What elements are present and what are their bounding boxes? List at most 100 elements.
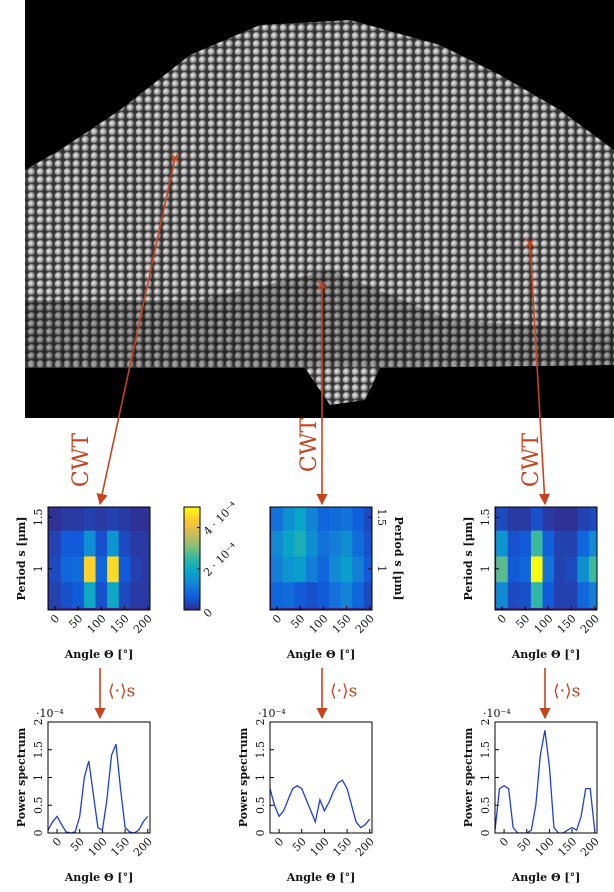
x-tick-label: 0 — [48, 612, 62, 626]
x-axis-label: Angle Θ [°] — [286, 871, 356, 884]
heatmap-cell — [507, 581, 520, 608]
heatmap-cell — [329, 581, 342, 608]
y-scale-label: ·10⁻⁴ — [36, 707, 64, 720]
heatmap-cell — [282, 555, 295, 583]
heatmap-cell — [317, 555, 330, 583]
micrograph — [25, 0, 614, 418]
heatmap-cell — [577, 581, 590, 608]
cwt-label: CWT — [297, 418, 322, 472]
x-tick-label: 150 — [555, 612, 579, 636]
heatmap-cell — [60, 507, 73, 531]
heatmap-cell — [130, 555, 143, 583]
heatmap-cells — [270, 507, 372, 610]
x-axis-label: Angle Θ [°] — [64, 871, 134, 884]
heatmap-cell — [363, 581, 372, 608]
colorbar-segment — [184, 522, 200, 526]
heatmap-cell — [271, 530, 284, 557]
heatmap-cell — [49, 530, 62, 557]
heatmap-cell — [565, 555, 578, 583]
colorbar-segment — [184, 543, 200, 547]
heatmap-cell — [352, 581, 365, 608]
cwt-label: CWT — [69, 433, 94, 487]
heatmap-cell — [60, 581, 73, 608]
heatmap-cell — [519, 581, 532, 608]
heatmap-cell — [496, 581, 509, 608]
plot-frame — [269, 721, 373, 834]
heatmap-cell — [554, 581, 567, 608]
heatmap-cell — [329, 507, 342, 531]
average-label: ⟨·⟩s — [553, 682, 580, 702]
colorbar-segment — [184, 558, 200, 562]
heatmap-cell — [107, 507, 120, 531]
heatmap-cell — [588, 581, 597, 608]
heatmap-cell — [554, 507, 567, 531]
heatmap-cell — [282, 507, 295, 531]
y-axis-label: Period s [μm] — [15, 517, 28, 601]
colorbar-segment — [184, 607, 200, 611]
colorbar-tick-label: 4 · 10⁻⁴ — [201, 499, 240, 538]
colorbar-segment — [184, 594, 200, 598]
x-tick-label: 200 — [131, 612, 155, 636]
heatmap-cell — [519, 530, 532, 557]
heatmap-cells — [48, 507, 150, 610]
heatmap-cell — [530, 555, 544, 583]
heatmap-cell — [118, 507, 131, 531]
colorbar-segment — [184, 512, 200, 516]
y-tick-label: 1 — [479, 774, 492, 781]
x-tick-label: 100 — [307, 612, 331, 636]
heatmap-cell — [496, 530, 509, 557]
heatmap-cell — [83, 530, 97, 557]
y-tick-label: 1.5 — [375, 509, 388, 527]
heatmap-cell — [588, 530, 597, 557]
average-label: ⟨·⟩s — [330, 682, 357, 702]
colorbar-segment — [184, 571, 200, 575]
colorbar-segment — [184, 597, 200, 601]
y-tick-label: 2 — [479, 719, 492, 726]
cwt-label: CWT — [519, 433, 544, 487]
y-axis-label: Period s [μm] — [462, 517, 475, 601]
heatmap-cell — [507, 507, 520, 531]
heatmap-cell — [542, 581, 555, 608]
x-tick-label: 150 — [108, 835, 132, 859]
heatmap-cell — [305, 530, 319, 557]
heatmap-cell — [542, 555, 555, 583]
x-tick-label: 50 — [290, 835, 309, 854]
heatmap-cell — [294, 581, 307, 608]
y-axis-label: Power spectrum — [462, 727, 475, 827]
heatmap-cell — [271, 507, 284, 531]
heatmap-cell — [271, 555, 284, 583]
heatmap-cell — [530, 530, 544, 557]
heatmap-cell — [130, 530, 143, 557]
y-axis-label: Period s [μm] — [392, 517, 405, 601]
markers — [94, 153, 551, 720]
x-tick-label: 150 — [555, 835, 579, 859]
heatmap-cell — [565, 581, 578, 608]
x-axis-label: Angle Θ [°] — [64, 648, 134, 661]
colorbar-segment — [184, 599, 200, 603]
y-tick-label: 1 — [254, 774, 267, 781]
heatmap-cell — [305, 581, 319, 608]
x-axis-label: Angle Θ [°] — [511, 648, 581, 661]
heatmap-cell — [305, 555, 319, 583]
heatmap-cell — [317, 507, 330, 531]
colorbar-segment — [184, 537, 200, 541]
heatmap-cell — [496, 555, 509, 583]
line-series — [270, 779, 371, 829]
plot-frame — [494, 506, 598, 611]
x-tick-label: 200 — [353, 835, 377, 859]
y-tick-label: 0 — [254, 830, 267, 837]
heatmap-cell — [49, 555, 62, 583]
heatmap-cell — [95, 507, 108, 531]
x-tick-label: 150 — [330, 835, 354, 859]
heatmap-cell — [340, 581, 353, 608]
heatmap-cell — [72, 507, 85, 531]
heatmap-cell — [49, 581, 62, 608]
heatmap-cell — [141, 530, 150, 557]
y-tick-label: 1.5 — [479, 509, 492, 527]
line-series — [48, 743, 149, 833]
y-tick-label: 0 — [479, 830, 492, 837]
heatmap-cells — [495, 507, 597, 610]
x-tick-label: 100 — [86, 835, 110, 859]
plot-frame — [47, 506, 151, 611]
y-tick-label: 1.5 — [32, 741, 45, 759]
